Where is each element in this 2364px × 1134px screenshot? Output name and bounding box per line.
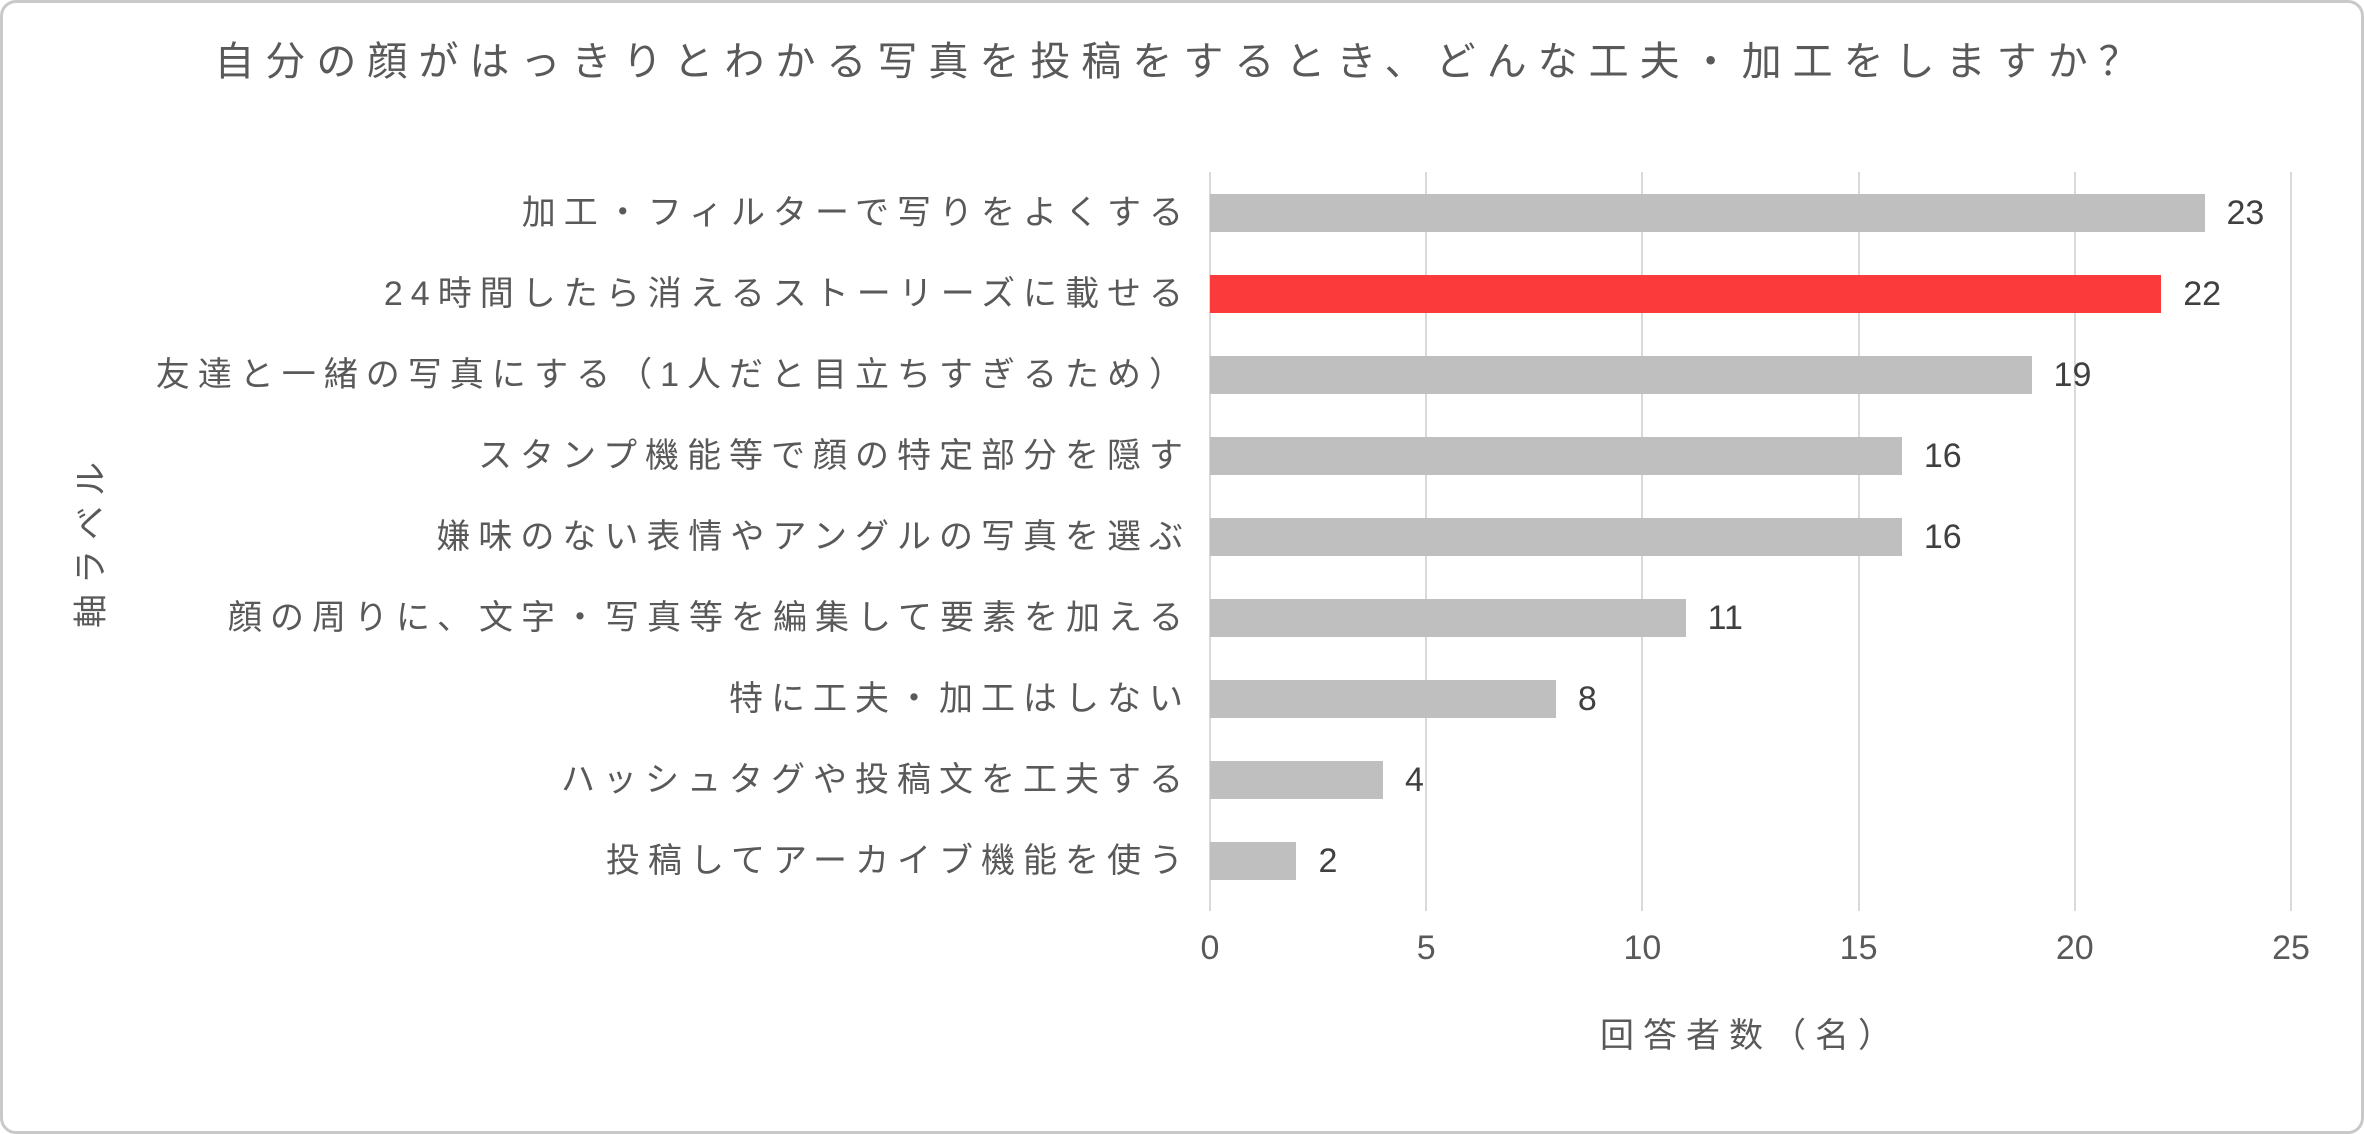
bar (1210, 193, 2205, 232)
x-tick-label: 15 (1839, 929, 1878, 967)
bar (1210, 517, 1902, 556)
bar (1210, 436, 1902, 475)
x-axis-tick (1641, 901, 1644, 911)
gridline (2073, 172, 2076, 901)
category-label: 友達と一緒の写真にする（1人だと目立ちすぎるため） (155, 355, 1191, 394)
category-label: 特に工夫・加工はしない (729, 679, 1191, 718)
category-label: 嫌味のない表情やアングルの写真を選ぶ (436, 517, 1191, 556)
gridline (2290, 172, 2292, 901)
y-axis-title: 軸ラベル (72, 452, 111, 628)
category-label: スタンプ機能等で顔の特定部分を隠す (478, 436, 1191, 475)
category-label: 投稿してアーカイブ機能を使う (606, 841, 1191, 880)
x-axis-tick (2290, 901, 2292, 911)
x-axis-tick (1209, 901, 1211, 911)
bar (1210, 841, 1297, 880)
value-label: 22 (2183, 274, 2222, 313)
value-label: 16 (1923, 436, 1962, 475)
bar (1210, 598, 1686, 637)
x-tick-label: 25 (2272, 929, 2310, 967)
bar (1210, 355, 2032, 394)
value-label: 4 (1404, 760, 1424, 799)
category-label: ハッシュタグや投稿文を工夫する (561, 760, 1191, 799)
x-tick-label: 10 (1623, 929, 1662, 967)
x-axis-tick (1857, 901, 1860, 911)
x-tick-label: 0 (1200, 929, 1220, 967)
x-tick-label: 5 (1416, 929, 1436, 967)
value-label: 16 (1923, 517, 1962, 556)
value-label: 8 (1577, 679, 1597, 718)
chart-title: 自分の顔がはっきりとわかる写真を投稿をするとき、どんな工夫・加工をしますか？ (214, 40, 2150, 84)
value-label: 2 (1318, 841, 1338, 880)
x-axis-tick (2073, 901, 2076, 911)
category-label: 顔の周りに、文字・写真等を編集して要素を加える (228, 598, 1191, 637)
x-axis-title: 回答者数（名） (1600, 1017, 1901, 1055)
value-label: 11 (1707, 598, 1743, 637)
x-axis-tick (1425, 901, 1428, 911)
bar (1210, 760, 1383, 799)
x-tick-label: 20 (2055, 929, 2094, 967)
value-label: 19 (2053, 355, 2092, 394)
category-label: 加工・フィルターで写りをよくする (521, 193, 1191, 232)
bar (1210, 679, 1556, 718)
category-label: 24時間したら消えるストーリーズに載せる (383, 274, 1191, 313)
value-label: 23 (2226, 193, 2265, 232)
bar-highlighted (1210, 274, 2162, 313)
